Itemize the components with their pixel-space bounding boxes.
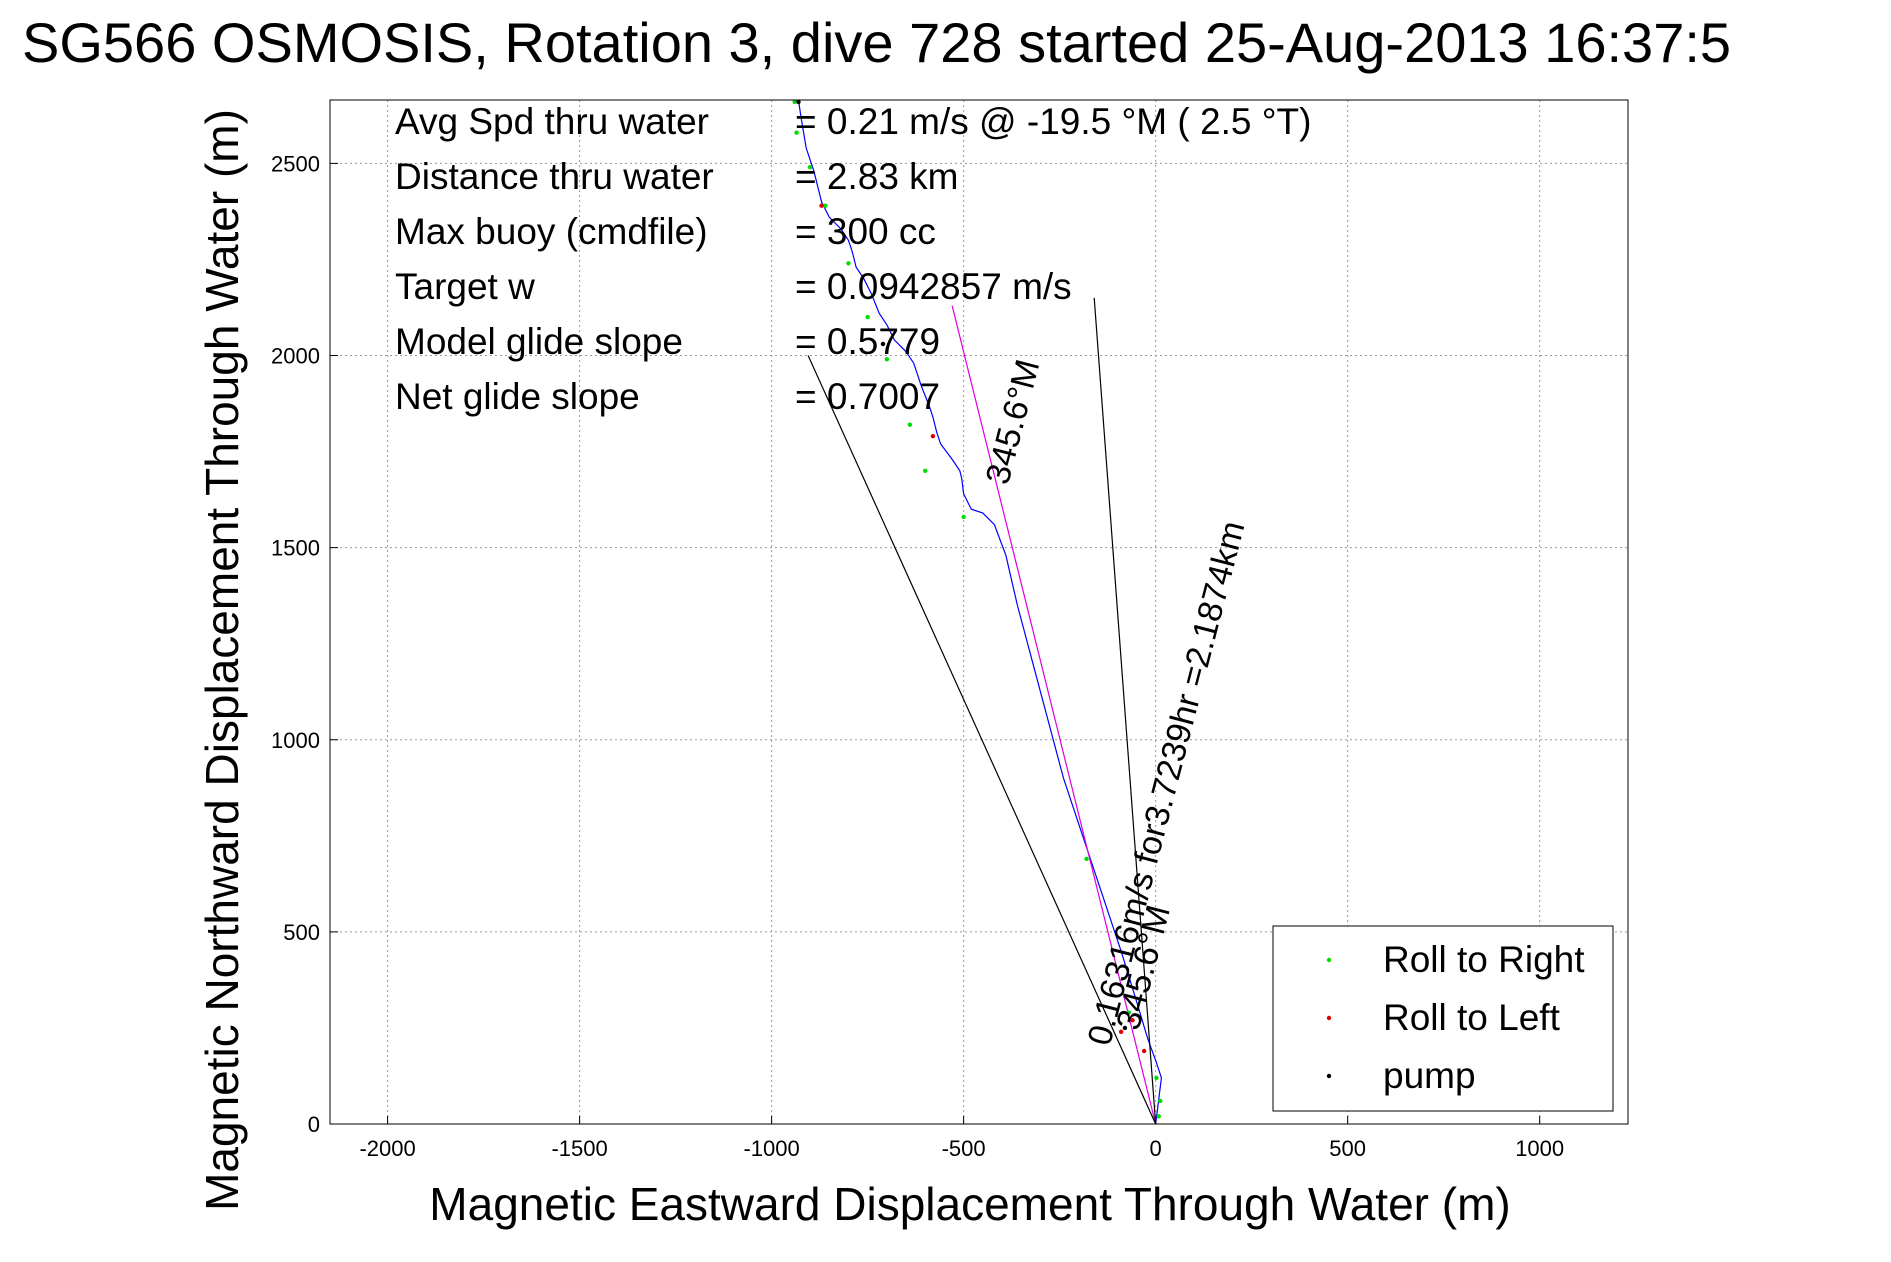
roll-right-point bbox=[884, 357, 890, 362]
roll-left-point bbox=[819, 203, 824, 208]
info-value: = 2.83 km bbox=[795, 156, 959, 197]
y-tick-label: 0 bbox=[308, 1112, 320, 1137]
roll-left-point bbox=[1130, 1018, 1135, 1023]
roll-right-point bbox=[1084, 856, 1089, 862]
legend-marker bbox=[1326, 1073, 1332, 1079]
info-label: Net glide slope bbox=[395, 376, 640, 417]
info-value: = 0.7007 bbox=[795, 376, 940, 417]
info-block: Avg Spd thru water = 0.21 m/s @ -19.5 °M … bbox=[395, 101, 1311, 417]
y-tick-label: 1500 bbox=[271, 536, 320, 561]
series-lines bbox=[797, 99, 1163, 1125]
roll-right-point bbox=[846, 261, 851, 266]
x-tick-label: -500 bbox=[942, 1136, 986, 1161]
y-axis-label: Magnetic Northward Displacement Through … bbox=[196, 109, 248, 1211]
roll-left-point bbox=[1118, 1029, 1124, 1034]
y-tick-label: 500 bbox=[283, 920, 320, 945]
info-value: = 0.5779 bbox=[795, 321, 940, 362]
series-fan-left bbox=[807, 355, 1157, 1125]
pump-point bbox=[1122, 1025, 1128, 1031]
series-fan-right bbox=[1093, 297, 1157, 1125]
series-points bbox=[792, 99, 1163, 1119]
roll-right-point bbox=[923, 468, 928, 473]
series-track bbox=[797, 99, 1163, 1125]
info-label: Distance thru water bbox=[395, 156, 714, 197]
series-depth-averaged-current bbox=[951, 305, 1157, 1125]
x-tick-label: 500 bbox=[1329, 1136, 1366, 1161]
chart-title: SG566 OSMOSIS, Rotation 3, dive 728 star… bbox=[22, 11, 1731, 74]
x-tick-label: 0 bbox=[1150, 1136, 1162, 1161]
info-label: Avg Spd thru water bbox=[395, 101, 709, 142]
y-tick-label: 2000 bbox=[271, 344, 320, 369]
annotation: 345.6°M bbox=[979, 356, 1048, 488]
legend-label: Roll to Left bbox=[1383, 997, 1561, 1038]
x-tick-label: -2000 bbox=[359, 1136, 415, 1161]
roll-right-point bbox=[794, 130, 799, 135]
y-tick-label: 1000 bbox=[271, 728, 320, 753]
roll-right-point bbox=[961, 514, 966, 520]
x-tick-label: 1000 bbox=[1515, 1136, 1564, 1161]
info-value: = 300 cc bbox=[795, 211, 936, 252]
roll-right-point bbox=[1154, 1075, 1159, 1081]
legend-label: Roll to Right bbox=[1383, 939, 1585, 980]
roll-right-point bbox=[865, 314, 870, 320]
pump-point bbox=[796, 99, 801, 105]
info-label: Target w bbox=[395, 266, 535, 307]
info-label: Max buoy (cmdfile) bbox=[395, 211, 708, 252]
x-tick-label: -1000 bbox=[743, 1136, 799, 1161]
annotation: 0.16316m/s for3.7239hr =2.1874km bbox=[1081, 517, 1253, 1049]
y-tick-label: 2500 bbox=[271, 151, 320, 176]
roll-left-point bbox=[1141, 1048, 1147, 1054]
x-axis-label: Magnetic Eastward Displacement Through W… bbox=[429, 1178, 1510, 1230]
legend-marker bbox=[1326, 957, 1332, 963]
roll-right-point bbox=[1126, 1010, 1131, 1015]
roll-right-point bbox=[1158, 1098, 1163, 1104]
roll-right-point bbox=[792, 99, 797, 105]
roll-right-point bbox=[907, 422, 913, 427]
plot-frame bbox=[329, 99, 1629, 1125]
roll-left-point bbox=[930, 434, 936, 439]
axis-ticks: -2000 -1500 -1000 -500 0 500 1000 0 500 1000 1500 2… bbox=[271, 151, 1564, 1161]
roll-right-point bbox=[823, 203, 828, 208]
pump-point bbox=[880, 341, 886, 347]
x-tick-label: -1500 bbox=[551, 1136, 607, 1161]
info-value: = 0.0942857 m/s bbox=[795, 266, 1072, 307]
legend-label: pump bbox=[1383, 1055, 1476, 1096]
annotations: 0.16316m/s for3.7239hr =2.1874km345.6°M3… bbox=[979, 356, 1253, 1049]
info-value: = 0.21 m/s @ -19.5 °M ( 2.5 °T) bbox=[795, 101, 1311, 142]
legend-marker bbox=[1326, 1015, 1332, 1021]
roll-right-point bbox=[807, 165, 813, 170]
legend: Roll to Right Roll to Left pump bbox=[1272, 925, 1614, 1112]
info-label: Model glide slope bbox=[395, 321, 683, 362]
roll-right-point bbox=[1156, 1114, 1161, 1119]
